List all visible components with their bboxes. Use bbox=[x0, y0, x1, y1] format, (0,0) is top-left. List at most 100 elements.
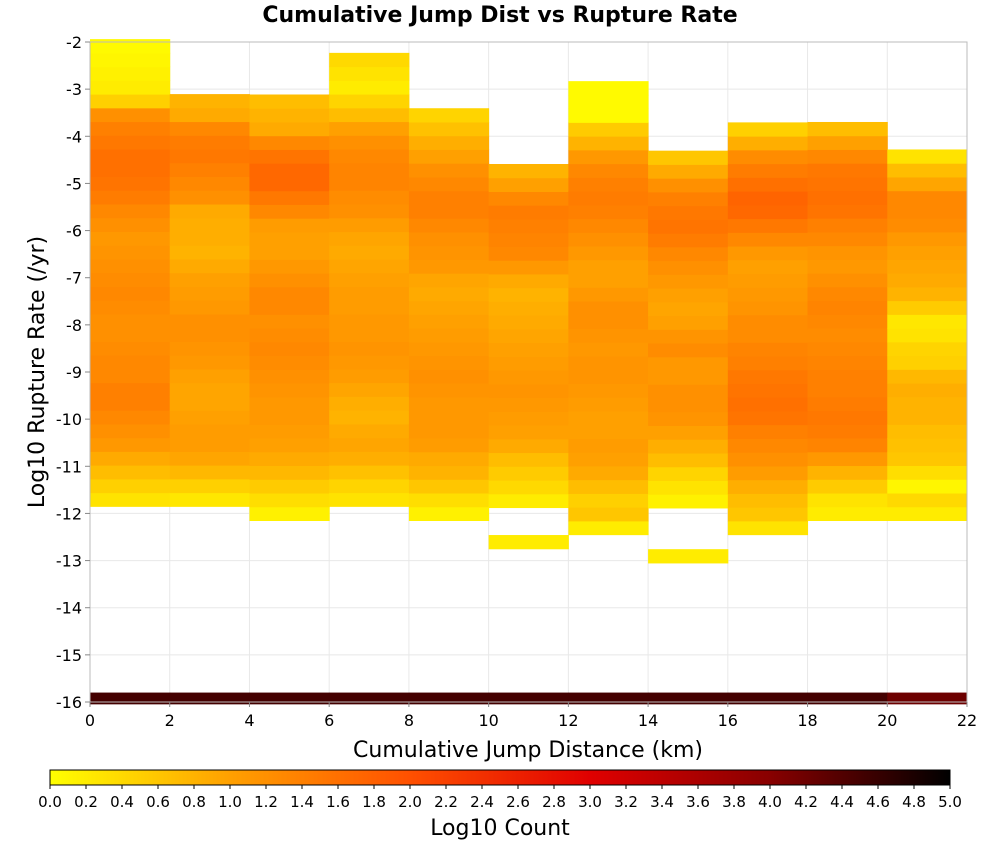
heatmap-cell bbox=[887, 190, 968, 205]
heatmap-cell bbox=[249, 479, 330, 494]
heatmap-cell bbox=[90, 692, 171, 705]
heatmap-cell bbox=[408, 273, 490, 288]
heatmap-cell bbox=[249, 328, 330, 343]
heatmap-cell bbox=[408, 396, 490, 412]
heatmap-cell bbox=[329, 135, 410, 150]
heatmap-cell bbox=[329, 245, 410, 260]
heatmap-cell bbox=[408, 692, 490, 705]
heatmap-cell bbox=[408, 465, 490, 480]
colorbar-tick-label: 3.8 bbox=[722, 793, 746, 811]
heatmap-cell bbox=[329, 327, 410, 342]
heatmap-cell bbox=[408, 286, 490, 302]
heatmap-cell bbox=[807, 438, 888, 453]
heatmap-cell bbox=[408, 121, 490, 137]
heatmap-cell bbox=[648, 549, 729, 564]
heatmap-cell bbox=[488, 383, 569, 399]
heatmap-cell bbox=[648, 343, 729, 358]
heatmap-cell bbox=[727, 136, 809, 151]
y-tick-label: -6 bbox=[66, 222, 82, 241]
heatmap-cell bbox=[568, 273, 649, 288]
heatmap-cell bbox=[329, 382, 410, 397]
heatmap-cell bbox=[887, 369, 968, 384]
heatmap-cell bbox=[249, 506, 330, 521]
heatmap-cell bbox=[807, 369, 888, 384]
heatmap-cell bbox=[648, 356, 729, 372]
heatmap-cell bbox=[90, 492, 171, 507]
heatmap-cell bbox=[169, 245, 250, 260]
heatmap-cell bbox=[568, 314, 649, 330]
heatmap-cell bbox=[408, 438, 490, 453]
x-tick-label: 10 bbox=[478, 711, 498, 730]
heatmap-cell bbox=[568, 301, 649, 316]
heatmap-cell bbox=[727, 383, 809, 398]
heatmap-cell bbox=[90, 190, 171, 205]
heatmap-cell bbox=[488, 164, 569, 179]
heatmap-cell bbox=[807, 163, 888, 178]
heatmap-cell bbox=[887, 149, 968, 164]
heatmap-cell bbox=[169, 149, 250, 164]
y-tick-label: -3 bbox=[66, 80, 82, 99]
heatmap-cell bbox=[249, 121, 330, 137]
heatmap-cell bbox=[329, 451, 410, 466]
colorbar-tick-label: 3.2 bbox=[614, 793, 638, 811]
heatmap-cell bbox=[329, 286, 410, 301]
heatmap-cell bbox=[90, 52, 171, 68]
heatmap-cell bbox=[90, 423, 171, 439]
heatmap-cell bbox=[249, 410, 330, 425]
heatmap-cell bbox=[249, 314, 330, 329]
heatmap-cell bbox=[727, 438, 809, 453]
colorbar-tick-label: 1.6 bbox=[326, 793, 350, 811]
heatmap-cell bbox=[249, 369, 330, 384]
heatmap-cell bbox=[329, 190, 410, 205]
heatmap-cell bbox=[887, 355, 968, 370]
heatmap-cell bbox=[727, 246, 809, 261]
heatmap-cell bbox=[648, 692, 729, 705]
colorbar-tick-label: 5.0 bbox=[938, 793, 962, 811]
heatmap-cell bbox=[887, 410, 968, 425]
heatmap-cell bbox=[887, 245, 968, 260]
colorbar-tick-label: 3.6 bbox=[686, 793, 710, 811]
heatmap-cell bbox=[887, 328, 968, 343]
heatmap-cell bbox=[249, 231, 330, 247]
heatmap-cell bbox=[887, 506, 968, 521]
heatmap-cell bbox=[90, 107, 171, 123]
heatmap-cell bbox=[329, 162, 410, 178]
colorbar-tick-label: 4.0 bbox=[758, 793, 782, 811]
heatmap-cell bbox=[169, 204, 250, 219]
heatmap-cell bbox=[329, 272, 410, 287]
heatmap-cell bbox=[169, 451, 250, 466]
heatmap-cell bbox=[169, 410, 250, 425]
heatmap-cell bbox=[169, 396, 250, 411]
heatmap-cell bbox=[249, 204, 330, 219]
x-tick-label: 8 bbox=[404, 711, 414, 730]
y-tick-label: -15 bbox=[56, 646, 82, 665]
heatmap-cell bbox=[887, 465, 968, 480]
x-tick-label: 20 bbox=[877, 711, 897, 730]
heatmap-cell bbox=[408, 355, 490, 370]
heatmap-cell bbox=[887, 438, 968, 453]
heatmap-cell bbox=[648, 480, 729, 495]
heatmap-cell bbox=[329, 94, 410, 109]
heatmap-cell bbox=[90, 204, 171, 219]
heatmap-cell bbox=[887, 273, 968, 288]
x-axis-label: Cumulative Jump Distance (km) bbox=[353, 738, 703, 763]
heatmap-cell bbox=[488, 273, 569, 289]
heatmap-cell bbox=[648, 329, 729, 344]
heatmap-cell bbox=[488, 246, 569, 261]
heatmap-cell bbox=[648, 233, 729, 248]
heatmap-cell bbox=[90, 465, 171, 480]
heatmap-cell bbox=[648, 178, 729, 193]
heatmap-cell bbox=[648, 384, 729, 399]
heatmap-cell bbox=[488, 438, 569, 454]
heatmap-cell bbox=[727, 191, 809, 206]
heatmap-cell bbox=[329, 410, 410, 425]
heatmap-cell bbox=[249, 493, 330, 508]
heatmap-cell bbox=[568, 218, 649, 233]
colorbar-tick-label: 4.8 bbox=[902, 793, 926, 811]
heatmap-cell bbox=[807, 493, 888, 508]
heatmap-cell bbox=[408, 245, 490, 260]
heatmap-cell bbox=[329, 478, 410, 494]
heatmap-cell bbox=[169, 231, 250, 246]
heatmap-cell bbox=[648, 191, 729, 207]
heatmap-cell bbox=[568, 94, 649, 110]
